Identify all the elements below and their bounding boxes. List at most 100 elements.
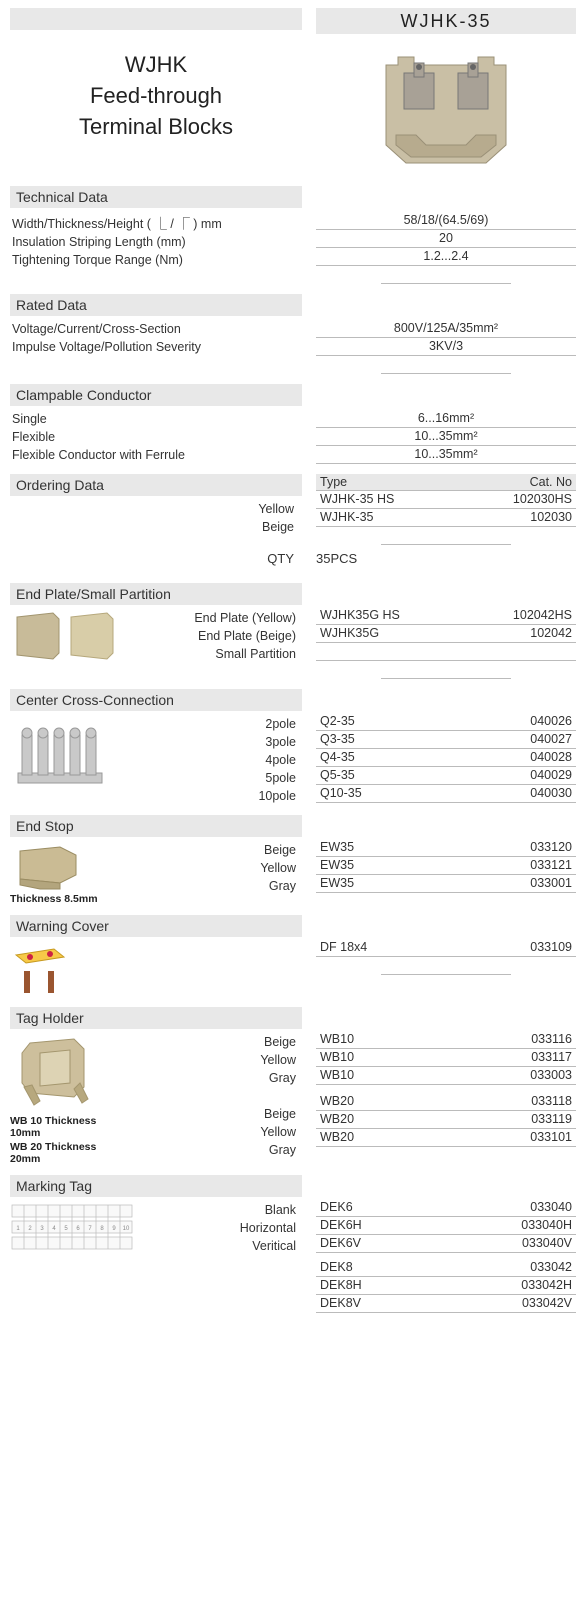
tagholder-image: WB 10 Thickness 10mm WB 20 Thickness 20m… [10,1033,120,1165]
th-cat-5: 033101 [476,1130,576,1145]
cross-lbl-1: 3pole [126,733,296,751]
tagholder-icon [10,1033,100,1113]
cross-lbl-0: 2pole [126,715,296,733]
mk-cat-3: 033042 [476,1260,576,1275]
endplate-lbl-0: End Plate (Yellow) [126,609,296,627]
blank-line [381,527,511,545]
qty-value: 35PCS [316,549,576,569]
th-lbl-2: Gray [126,1069,296,1087]
endstop-type-2: EW35 [316,876,476,891]
endstop-caption: Thickness 8.5mm [10,893,98,905]
endplate-header: End Plate/Small Partition [10,583,302,605]
model-column: WJHK-35 [316,8,576,176]
endplate-cat-1: 102042 [476,626,576,641]
clampable-section: Clampable Conductor Single Flexible Flex… [10,384,576,464]
th-lbl-1: Yellow [126,1051,296,1069]
endstop-cat-2: 033001 [476,876,576,891]
ordering-cat-0: 102030HS [476,492,576,507]
spacer [316,1007,576,1031]
th-cat-3: 033118 [476,1094,576,1109]
endstop-type-0: EW35 [316,840,476,855]
mk-type-5: DEK8V [316,1296,476,1311]
endstop-lbl-1: Yellow [126,859,296,877]
th-type-2: WB10 [316,1068,476,1083]
mk-type-4: DEK8H [316,1278,476,1293]
warning-section: Warning Cover DF 18x4033109 [10,915,576,997]
cross-type-3: Q5-35 [316,768,476,783]
spacer [316,915,576,939]
th-type-3: WB20 [316,1094,476,1109]
endplate-icon-1 [13,609,63,663]
endplate-type-0: WJHK35G HS [316,608,476,623]
th-type-1: WB10 [316,1050,476,1065]
mk-cat-2: 033040V [476,1236,576,1251]
th-lbl-0: Beige [126,1033,296,1051]
tech-label-0: Width/Thickness/Height ( ⎿ / ⎾ ) mm [10,213,302,232]
cross-lbl-2: 4pole [126,751,296,769]
endplate-icon-2 [67,609,117,663]
rated-label-0: Voltage/Current/Cross-Section [10,322,302,336]
terminal-block-icon [376,45,516,171]
ordering-col2: Cat. No [476,475,576,489]
endstop-header: End Stop [10,815,302,837]
ordering-col1: Type [316,475,476,489]
cross-type-2: Q4-35 [316,750,476,765]
mk-type-0: DEK6 [316,1200,476,1215]
rated-label-1: Impulse Voltage/Pollution Severity [10,340,302,354]
title-line1: WJHK [125,52,187,77]
title-line3: Terminal Blocks [79,114,233,139]
endplate-labels: End Plate (Yellow) End Plate (Beige) Sma… [126,609,302,663]
endstop-section: End Stop Thickness 8.5mm Beige Yellow Gr… [10,815,576,905]
mk-cat-4: 033042H [476,1278,576,1293]
warning-cover-icon [10,941,70,997]
tech-label-2: Tightening Torque Range (Nm) [10,253,302,267]
spacer [316,583,576,607]
cross-header: Center Cross-Connection [10,689,302,711]
th-type-5: WB20 [316,1130,476,1145]
mk-lbl-2: Veritical [146,1237,296,1255]
endstop-lbl-0: Beige [126,841,296,859]
clamp-val-0: 6...16mm² [316,410,576,428]
mk-lbl-1: Horizontal [146,1219,296,1237]
cross-cat-4: 040030 [476,786,576,801]
endplate-image [10,609,120,663]
endstop-type-1: EW35 [316,858,476,873]
mk-cat-1: 033040H [476,1218,576,1233]
mk-cat-5: 033042V [476,1296,576,1311]
mk-type-2: DEK6V [316,1236,476,1251]
blank-line [381,661,511,679]
rated-val-1: 3KV/3 [316,338,576,356]
spacer [316,186,576,208]
model-name: WJHK-35 [400,11,491,31]
endplate-type-1: WJHK35G [316,626,476,641]
mk-cat-0: 033040 [476,1200,576,1215]
ordering-type-1: WJHK-35 [316,510,476,525]
cross-cat-0: 040026 [476,714,576,729]
marking-header: Marking Tag [10,1175,302,1197]
clampable-header: Clampable Conductor [10,384,302,406]
ordering-section: Ordering Data Yellow Beige Type Cat. No … [10,474,576,545]
endstop-icon [10,841,90,891]
product-image [316,40,576,176]
blank-line [381,266,511,284]
tagholder-cap2: WB 20 Thickness 20mm [10,1141,120,1165]
cross-cat-2: 040028 [476,750,576,765]
warning-image [10,941,120,997]
endplate-row-1: WJHK35G 102042 [316,625,576,643]
title-gray-bar [10,8,302,30]
mk-lbl-0: Blank [146,1201,296,1219]
endstop-lbl-2: Gray [126,877,296,895]
main-title: WJHK Feed-through Terminal Blocks [10,36,302,156]
svg-text:10: 10 [123,1226,130,1232]
endstop-image: Thickness 8.5mm [10,841,120,905]
spacer [316,384,576,406]
tech-val-2: 1.2...2.4 [316,248,576,266]
marking-image: 123 456 78910 [10,1201,140,1255]
blank-line [316,643,576,661]
rated-section: Rated Data Voltage/Current/Cross-Section… [10,294,576,374]
th-cat-2: 033003 [476,1068,576,1083]
ordering-label-0: Yellow [10,500,302,518]
spacer [316,294,576,316]
cross-lbl-4: 10pole [126,787,296,805]
th-lbl-5: Gray [126,1141,296,1159]
